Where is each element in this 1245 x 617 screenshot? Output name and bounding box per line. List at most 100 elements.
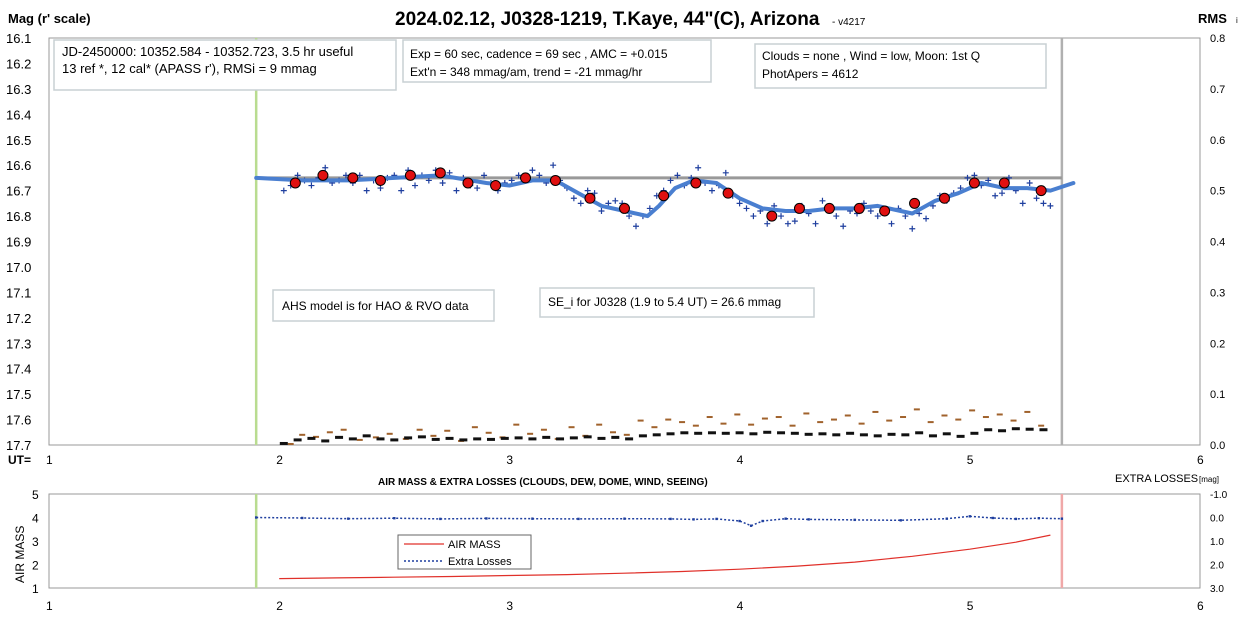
- extra-losses-point: [1060, 517, 1064, 520]
- top-xlabel: UT=: [8, 453, 31, 467]
- extra-losses-point: [807, 518, 810, 521]
- binned-point: [404, 169, 416, 181]
- binned-point: [584, 192, 596, 204]
- raw-point: [667, 177, 674, 184]
- extra-losses-point: [899, 519, 902, 522]
- top-y-tick-17.5: 17.5: [6, 387, 31, 402]
- raw-point: [722, 169, 729, 176]
- top-x-tick-labels: 1 2 3 4 5 6: [46, 453, 1204, 467]
- magnitude-chart: Mag (r' scale) 2024.02.12, J0328-1219, T…: [6, 9, 1238, 467]
- extra-losses-point: [991, 516, 995, 520]
- top-y2-tick-0.7: 0.7: [1210, 84, 1225, 96]
- annotation-se: SE_i for J0328 (1.9 to 5.4 UT) = 26.6 mm…: [548, 295, 781, 309]
- raw-point: [1019, 200, 1026, 207]
- extra-losses-point: [784, 517, 787, 520]
- raw-point: [363, 187, 370, 194]
- raw-point: [646, 205, 653, 212]
- raw-point: [909, 225, 916, 232]
- extra-losses-point: [715, 517, 718, 521]
- extra-losses-point: [301, 516, 304, 520]
- bottom-y2-tick--1.0: -1.0: [1210, 490, 1228, 501]
- binned-point: [766, 210, 778, 222]
- annotation-jd-line1: JD-2450000: 10352.584 - 10352.723, 3.5 h…: [62, 44, 353, 59]
- bottom-y-tick-5: 5: [32, 488, 39, 502]
- top-y-tick-17.1: 17.1: [6, 285, 31, 300]
- top-y-tick-17.0: 17.0: [6, 260, 31, 275]
- binned-point: [520, 172, 532, 184]
- annotation-cond-line2: PhotApers = 4612: [762, 67, 859, 81]
- binned-point: [938, 192, 950, 204]
- raw-point: [481, 172, 488, 179]
- raw-point: [377, 185, 384, 192]
- raw-point: [439, 179, 446, 186]
- top-title: 2024.02.12, J0328-1219, T.Kaye, 44"(C), …: [395, 9, 820, 30]
- binned-point: [434, 167, 446, 179]
- legend-airmass-label: AIR MASS: [448, 539, 501, 551]
- extra-losses-point: [749, 524, 753, 527]
- top-y-tick-16.6: 16.6: [6, 158, 31, 173]
- binned-point: [374, 174, 386, 186]
- extra-losses-point: [1037, 517, 1041, 520]
- top-plot-frame: [48, 37, 1201, 446]
- binned-points: [289, 167, 1047, 222]
- extra-losses-point: [968, 515, 971, 518]
- extra-losses-point: [577, 517, 580, 521]
- raw-point: [605, 200, 612, 207]
- raw-point: [674, 172, 681, 179]
- raw-point: [985, 177, 992, 184]
- top-y-tick-16.9: 16.9: [6, 235, 31, 250]
- top-y-tick-labels: 16.1 16.2 16.3 16.4 16.5 16.6 16.7 16.8 16.9 17.0…: [6, 31, 31, 453]
- binned-point: [853, 202, 865, 214]
- raw-point: [833, 213, 840, 220]
- raw-point: [474, 185, 481, 192]
- bottom-y-tick-4: 4: [32, 512, 39, 526]
- raw-point: [778, 213, 785, 220]
- extra-losses-point: [347, 517, 350, 520]
- bottom-x-tick-5: 5: [967, 599, 974, 613]
- raw-point: [550, 162, 557, 169]
- raw-point: [764, 220, 771, 227]
- top-y-tick-17.4: 17.4: [6, 362, 31, 377]
- raw-point: [446, 169, 453, 176]
- raw-point: [971, 172, 978, 179]
- top-y2-tick-0.8: 0.8: [1210, 33, 1225, 45]
- binned-point: [619, 202, 630, 214]
- binned-point: [462, 177, 474, 189]
- raw-point: [1026, 179, 1033, 186]
- bottom-x-tick-1: 1: [46, 599, 53, 613]
- binned-point: [490, 180, 502, 192]
- top-y-tick-16.7: 16.7: [6, 184, 31, 199]
- top-y-tick-16.8: 16.8: [6, 209, 31, 224]
- raw-point: [294, 172, 301, 179]
- binned-point: [658, 190, 670, 202]
- raw-point: [536, 172, 543, 179]
- raw-point: [784, 220, 791, 227]
- annotation-cond-line1: Clouds = none , Wind = low, Moon: 1st Q: [762, 49, 980, 63]
- bottom-y-tick-labels: 5 4 3 2 1: [32, 488, 39, 596]
- raw-point: [999, 190, 1006, 197]
- annotation-box-conditions: Clouds = none , Wind = low, Moon: 1st Q …: [754, 43, 1047, 89]
- bottom-y2label: EXTRA LOSSES: [1115, 473, 1198, 485]
- raw-point: [280, 187, 287, 194]
- raw-point: [1047, 202, 1054, 209]
- raw-point: [612, 197, 619, 204]
- binned-point: [909, 197, 921, 209]
- binned-point: [347, 172, 359, 184]
- airmass-chart: AIR MASS & EXTRA LOSSES (CLOUDS, DEW, DO…: [13, 473, 1228, 613]
- bottom-y2-tick-1.0: 1.0: [1210, 537, 1224, 548]
- airmass-series-line: [279, 534, 1051, 580]
- raw-point: [923, 215, 930, 222]
- raw-point: [453, 187, 460, 194]
- bottom-x-tick-4: 4: [737, 599, 744, 613]
- bottom-y2-tick-0.0: 0.0: [1210, 514, 1224, 525]
- bottom-series: [254, 515, 1064, 580]
- top-y2-tick-0.1: 0.1: [1210, 389, 1225, 401]
- top-ylabel: Mag (r' scale): [8, 11, 91, 26]
- annotation-box-ahs: AHS model is for HAO & RVO data: [272, 289, 495, 322]
- raw-point: [515, 172, 522, 179]
- top-y2-tick-labels: 0.8 0.7 0.6 0.5 0.4 0.3 0.2 0.1 0.0: [1210, 33, 1225, 452]
- raw-point: [743, 205, 750, 212]
- bottom-y2-tick-labels: -1.0 0.0 1.0 2.0 3.0: [1210, 490, 1228, 595]
- raw-point: [591, 190, 598, 197]
- top-y2-tick-0.6: 0.6: [1210, 135, 1225, 147]
